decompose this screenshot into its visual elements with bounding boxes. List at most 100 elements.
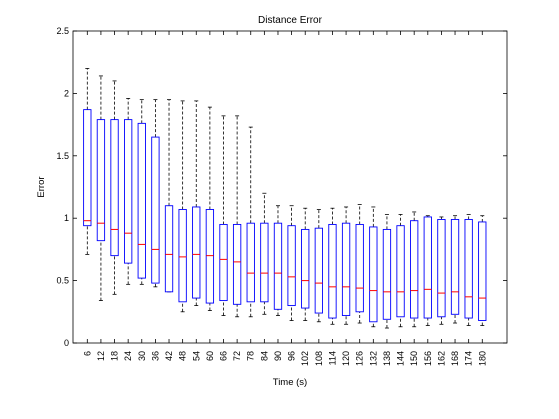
iqr-box (232, 223, 242, 305)
y-tick-label: 0.5 (56, 276, 69, 286)
box-18 (110, 80, 119, 295)
box-108 (314, 209, 323, 323)
iqr-box (192, 206, 201, 299)
y-tick-label: 2 (64, 88, 69, 98)
box-78 (246, 126, 255, 318)
iqr-box (328, 223, 337, 319)
x-tick-label: 24 (123, 351, 133, 361)
iqr-box (287, 225, 296, 307)
iqr-box (96, 119, 106, 242)
iqr-box (151, 136, 160, 284)
x-tick-label: 48 (178, 351, 188, 361)
iqr-box (273, 222, 283, 310)
x-tick-label: 168 (450, 351, 460, 366)
box-138 (382, 214, 392, 329)
x-tick-label: 36 (150, 351, 160, 361)
x-tick-label: 132 (368, 351, 378, 366)
x-tick-label: 126 (355, 351, 365, 366)
y-axis-label: Error (36, 176, 47, 197)
x-tick-label: 102 (300, 351, 310, 366)
y-tick-label: 2.5 (56, 26, 69, 36)
box-42 (164, 99, 174, 293)
x-tick-label: 6 (82, 351, 92, 356)
x-tick-label: 60 (205, 351, 215, 361)
x-tick-label: 96 (287, 351, 297, 361)
iqr-box (314, 227, 323, 314)
x-tick-label: 156 (423, 351, 433, 366)
iqr-box (110, 119, 119, 257)
box-174 (464, 214, 473, 326)
x-tick-label: 120 (341, 351, 351, 366)
box-162 (437, 216, 446, 325)
box-48 (178, 100, 187, 313)
x-tick-label: 30 (137, 351, 147, 361)
box-180 (478, 215, 487, 326)
x-tick-label: 42 (164, 351, 174, 361)
box-54 (192, 100, 201, 306)
x-tick-label: 84 (259, 351, 269, 361)
box-12 (96, 75, 106, 301)
box-96 (287, 205, 296, 321)
iqr-box (396, 225, 405, 318)
x-tick-label: 180 (477, 351, 487, 366)
box-90 (273, 205, 283, 316)
x-tick-label: 138 (382, 351, 392, 366)
x-tick-label: 78 (246, 351, 256, 361)
iqr-box (382, 228, 392, 320)
iqr-box (124, 119, 133, 264)
box-series (83, 68, 487, 329)
x-tick-label: 18 (110, 351, 120, 361)
box-150 (410, 211, 419, 328)
x-tick-label: 174 (464, 351, 474, 366)
box-168 (450, 215, 460, 324)
box-6 (83, 68, 92, 255)
box-156 (423, 215, 432, 326)
box-72 (232, 115, 242, 318)
y-tick-label: 1.5 (56, 151, 69, 161)
box-36 (151, 99, 160, 288)
x-tick-label: 90 (273, 351, 283, 361)
iqr-box (301, 228, 310, 309)
iqr-box (246, 222, 255, 303)
iqr-box (205, 209, 215, 304)
x-tick-label: 162 (436, 351, 446, 366)
iqr-box (83, 109, 92, 227)
x-tick-label: 150 (409, 351, 419, 366)
y-tick-label: 0 (64, 338, 69, 348)
chart-title: Distance Error (258, 15, 323, 26)
iqr-box (437, 218, 446, 318)
box-84 (260, 192, 269, 315)
iqr-box (260, 222, 269, 303)
box-144 (396, 214, 405, 328)
iqr-box (369, 226, 378, 323)
x-axis-label: Time (s) (273, 377, 307, 388)
tick-marks: 00.511.522.56 12 18 24 30 36 42 48 54 60 66 72 78 84 9… (56, 26, 507, 366)
iqr-box (450, 218, 460, 315)
box-126 (355, 204, 364, 324)
iqr-box (410, 220, 419, 319)
iqr-box (478, 221, 487, 321)
x-tick-label: 12 (96, 351, 106, 361)
box-66 (219, 115, 228, 316)
x-tick-label: 66 (219, 351, 229, 361)
x-tick-label: 72 (232, 351, 242, 361)
iqr-box (341, 222, 351, 316)
iqr-box (355, 223, 364, 313)
box-30 (137, 99, 146, 285)
iqr-box (219, 223, 228, 302)
iqr-box (464, 218, 473, 319)
box-102 (301, 207, 310, 321)
box-60 (205, 106, 215, 311)
x-tick-label: 144 (396, 351, 406, 366)
box-114 (328, 207, 337, 325)
iqr-box (423, 216, 432, 319)
x-tick-label: 108 (314, 351, 324, 366)
x-tick-label: 54 (191, 351, 201, 361)
y-tick-label: 1 (64, 213, 69, 223)
iqr-box (178, 209, 187, 303)
iqr-box (137, 122, 146, 279)
box-132 (369, 206, 378, 328)
box-24 (124, 97, 133, 285)
x-tick-label: 114 (327, 351, 337, 365)
